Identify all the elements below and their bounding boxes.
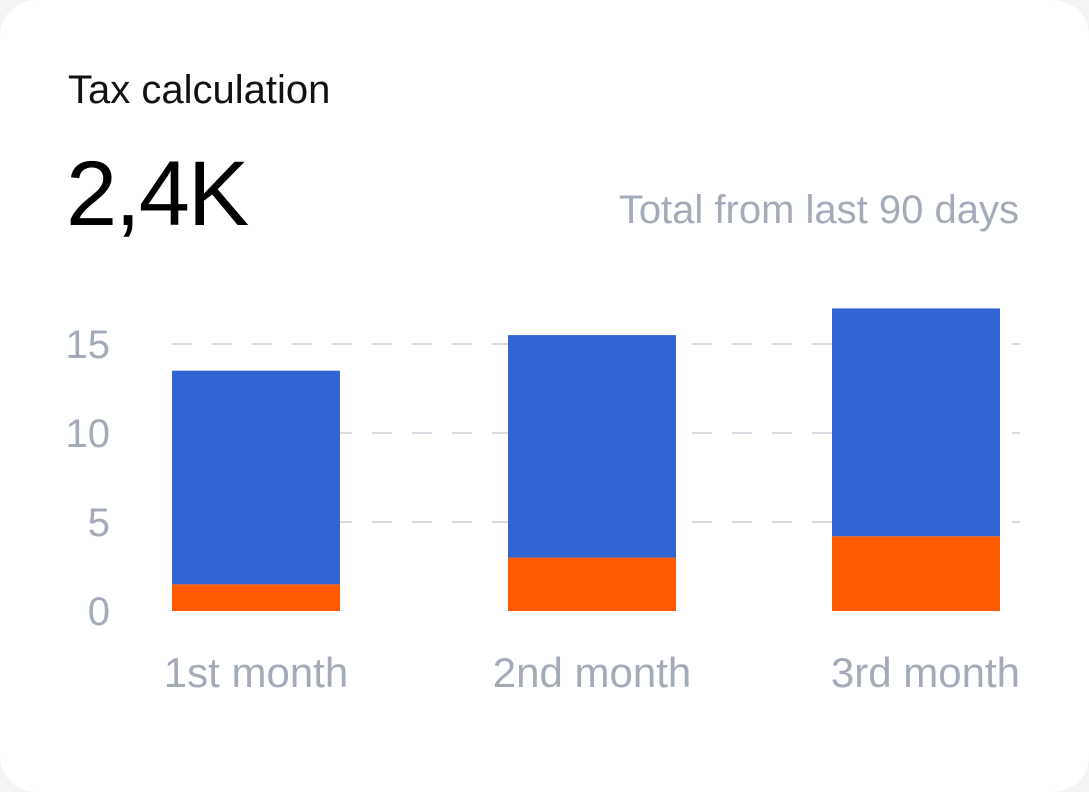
bars — [172, 308, 1000, 611]
x-category-label: 2nd month — [493, 649, 691, 696]
y-tick-label: 15 — [66, 323, 111, 367]
bar-segment-orange-3[interactable] — [832, 536, 1000, 611]
x-category-label: 1st month — [164, 649, 348, 696]
y-tick-label: 0 — [88, 590, 110, 634]
x-axis-categories: 1st month 2nd month 3rd month — [164, 649, 1020, 696]
kpi-caption: Total from last 90 days — [618, 188, 1019, 232]
bar-segment-blue-2[interactable] — [508, 335, 676, 558]
bar-segment-blue-3[interactable] — [832, 308, 1000, 537]
y-tick-label: 5 — [88, 501, 110, 545]
kpi-value: 2,4K — [66, 143, 249, 245]
bar-segment-orange-2[interactable] — [508, 557, 676, 611]
y-axis-ticks: 0 5 10 15 — [66, 323, 111, 634]
card-title: Tax calculation — [68, 68, 331, 112]
bar-segment-orange-1[interactable] — [172, 584, 340, 611]
bar-segment-blue-1[interactable] — [172, 370, 340, 585]
y-tick-label: 10 — [66, 412, 111, 456]
x-category-label: 3rd month — [831, 649, 1020, 696]
